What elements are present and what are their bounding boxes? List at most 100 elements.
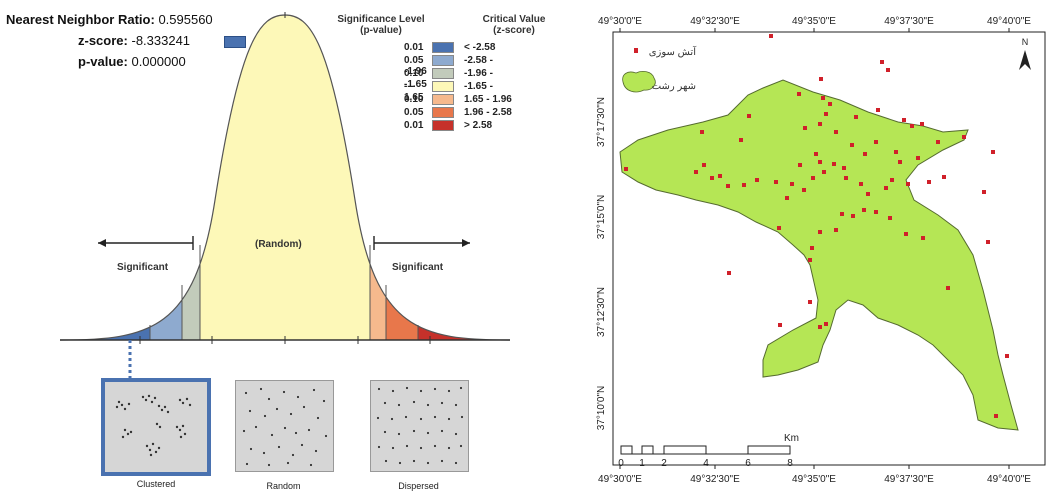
legend-row: 0.01 < -2.58 xyxy=(404,42,495,53)
tail-left-005 xyxy=(150,15,182,340)
p-value-label: p-value: xyxy=(78,54,128,69)
legend-p: 0.01 xyxy=(404,42,424,54)
clustered-dots xyxy=(115,394,192,457)
region-dividers xyxy=(149,245,419,340)
city-legend-label: شهر رشت xyxy=(652,81,696,92)
significant-right-label: Significant xyxy=(392,262,444,273)
bottom-tick-label: 49°37'30"E xyxy=(884,474,934,485)
bottom-tick-label: 49°35'0"E xyxy=(792,474,836,485)
bottom-tick-label: 49°32'30"E xyxy=(690,474,740,485)
scale-label: 0 xyxy=(618,458,624,469)
city-legend-swatch xyxy=(622,71,656,93)
clustered-label: Clustered xyxy=(136,479,176,489)
fire-legend-label: آتش سوزی xyxy=(649,45,698,58)
dispersed-dots xyxy=(376,386,464,465)
left-latitude-ticks: 37°17'30"N 37°15'0"N 37°12'30"N 37°10'0"… xyxy=(596,97,607,430)
legend-z: 1.65 - 1.96 xyxy=(464,94,512,106)
fire-legend-swatch xyxy=(634,48,638,52)
legend-swatch xyxy=(432,120,454,131)
top-longitude-ticks: 49°30'0"E 49°32'30"E 49°35'0"E 49°37'30"… xyxy=(598,16,1031,27)
fire-map-panel: آتش سوزی شهر رشت N 49°30'0"E 49°32'30"E … xyxy=(578,0,1049,489)
p-value-stat: p-value: 0.000000 xyxy=(78,54,186,69)
legend-z: -1.96 - -1.65 xyxy=(404,68,493,91)
significance-header: Significance Level (p-value) xyxy=(336,14,426,36)
legend-swatch xyxy=(432,94,454,105)
legend-swatch xyxy=(432,42,454,53)
nearest-neighbor-panel: Nearest Neighbor Ratio: 0.595560 z-score… xyxy=(0,0,545,491)
z-score-swatch xyxy=(224,36,246,48)
legend-z: -2.58 - -1.96 xyxy=(404,55,493,78)
left-tick-label: 37°15'0"N xyxy=(596,195,607,240)
scale-bar: Km 0 1 2 4 6 8 xyxy=(618,433,799,469)
left-tick-label: 37°12'30"N xyxy=(596,287,607,337)
legend-row: 0.01 > 2.58 xyxy=(404,120,492,131)
critical-header-line1: Critical Value xyxy=(482,14,546,25)
fire-map: آتش سوزی شهر رشت N 49°30'0"E 49°32'30"E … xyxy=(596,16,1046,485)
tail-right-005 xyxy=(386,15,418,340)
rasht-city-polygon xyxy=(619,79,1019,431)
ratio-stat: Nearest Neighbor Ratio: 0.595560 xyxy=(6,12,213,27)
legend-row: 0.10 1.65 - 1.96 xyxy=(404,94,512,105)
ratio-label: Nearest Neighbor Ratio: xyxy=(6,12,155,27)
tail-left-010 xyxy=(182,15,200,340)
legend-z: 1.96 - 2.58 xyxy=(464,107,512,119)
critical-header-line2: (z-score) xyxy=(493,25,535,36)
legend-z: > 2.58 xyxy=(464,120,493,132)
tail-right-001 xyxy=(418,15,510,340)
legend-p: 0.10 xyxy=(404,94,424,106)
legend-swatch xyxy=(432,68,454,79)
north-arrow-icon xyxy=(1019,50,1031,70)
scale-label: 1 xyxy=(639,458,645,469)
top-tick-label: 49°35'0"E xyxy=(792,16,836,27)
legend-row: 0.10 -1.96 - -1.65 xyxy=(404,68,515,90)
fire-points xyxy=(624,34,1009,418)
left-tick-label: 37°17'30"N xyxy=(596,97,607,147)
legend-p: 0.10 xyxy=(404,68,424,80)
north-label: N xyxy=(1022,37,1029,47)
z-score-value: -8.333241 xyxy=(131,33,191,48)
bottom-longitude-ticks: 49°30'0"E 49°32'30"E 49°35'0"E 49°37'30"… xyxy=(598,474,1031,485)
scale-unit: Km xyxy=(784,433,799,444)
significance-header-line1: Significance Level xyxy=(337,14,425,25)
legend-swatch xyxy=(432,81,454,92)
dispersed-label: Dispersed xyxy=(398,481,439,491)
x-axis-ticks xyxy=(139,12,431,344)
dispersed-pattern-thumbnail xyxy=(370,380,469,472)
legend-p: 0.01 xyxy=(404,120,424,132)
top-tick-label: 49°40'0"E xyxy=(987,16,1031,27)
tail-left-001 xyxy=(60,15,150,340)
legend-p: 0.05 xyxy=(404,107,424,119)
scale-label: 4 xyxy=(703,458,709,469)
z-score-label: z-score: xyxy=(78,33,128,48)
ratio-value: 0.595560 xyxy=(158,12,213,27)
legend-swatch xyxy=(432,107,454,118)
legend-z: < -2.58 xyxy=(464,42,496,54)
random-pattern-thumbnail xyxy=(235,380,334,472)
legend-row: 0.05 1.96 - 2.58 xyxy=(404,107,512,118)
scale-label: 2 xyxy=(661,458,667,469)
center-random-region xyxy=(200,15,370,340)
legend-z: -1.65 - 1.65 xyxy=(404,81,493,104)
significant-left-label: Significant xyxy=(117,262,169,273)
legend-p: --- xyxy=(404,81,414,93)
random-pattern-label: Random xyxy=(266,481,301,491)
random-dots xyxy=(242,387,328,467)
clustered-pattern-thumbnail xyxy=(101,378,211,476)
bottom-tick-label: 49°40'0"E xyxy=(987,474,1031,485)
bottom-tick-label: 49°30'0"E xyxy=(598,474,642,485)
legend-row: --- -1.65 - 1.65 xyxy=(404,81,515,103)
p-value-value: 0.000000 xyxy=(131,54,186,69)
critical-header: Critical Value (z-score) xyxy=(474,14,554,36)
bell-curve-graphic xyxy=(59,12,511,378)
z-score-stat: z-score: -8.333241 xyxy=(78,33,190,48)
top-tick-label: 49°30'0"E xyxy=(598,16,642,27)
legend-p: 0.05 xyxy=(404,55,424,67)
left-tick-label: 37°10'0"N xyxy=(596,386,607,431)
random-label: (Random) xyxy=(255,239,302,250)
legend-row: 0.05 -2.58 - -1.96 xyxy=(404,55,515,77)
scale-label: 8 xyxy=(787,458,793,469)
top-tick-label: 49°37'30"E xyxy=(884,16,934,27)
scale-label: 6 xyxy=(745,458,751,469)
significance-header-line2: (p-value) xyxy=(360,25,402,36)
top-tick-label: 49°32'30"E xyxy=(690,16,740,27)
